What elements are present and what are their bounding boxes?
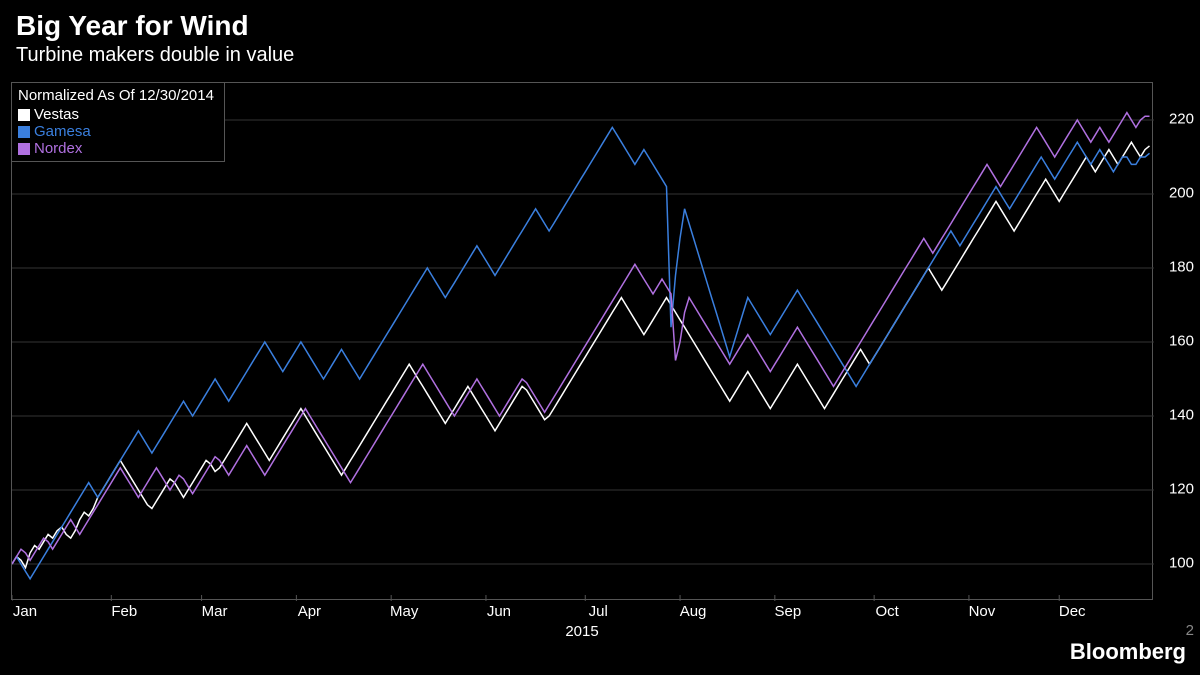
legend-swatch: [18, 126, 30, 138]
legend-item: Nordex: [18, 140, 214, 157]
x-tick-label: Apr: [298, 603, 321, 620]
y-tick-label: 160: [1169, 333, 1194, 350]
x-axis-year: 2015: [11, 623, 1153, 640]
page-number: 2: [1186, 622, 1194, 639]
chart-header: Big Year for Wind Turbine makers double …: [0, 0, 1200, 71]
y-tick-label: 140: [1169, 407, 1194, 424]
x-tick-label: Jan: [13, 603, 37, 620]
x-tick-label: Feb: [111, 603, 137, 620]
legend-item: Gamesa: [18, 123, 214, 140]
x-tick-label: Nov: [969, 603, 996, 620]
x-tick-label: Jul: [589, 603, 608, 620]
legend-normalized-label: Normalized As Of 12/30/2014: [18, 87, 214, 104]
y-tick-label: 220: [1169, 111, 1194, 128]
attribution: Bloomberg: [1070, 639, 1186, 665]
legend-label: Nordex: [34, 140, 82, 157]
legend: Normalized As Of 12/30/2014 VestasGamesa…: [11, 82, 225, 162]
x-tick-label: May: [390, 603, 418, 620]
x-tick-label: Mar: [202, 603, 228, 620]
y-tick-label: 200: [1169, 185, 1194, 202]
y-tick-label: 120: [1169, 481, 1194, 498]
legend-label: Gamesa: [34, 123, 91, 140]
x-tick-label: Aug: [680, 603, 707, 620]
x-tick-label: Jun: [487, 603, 511, 620]
legend-swatch: [18, 143, 30, 155]
y-tick-label: 100: [1169, 555, 1194, 572]
x-tick-label: Sep: [774, 603, 801, 620]
legend-item: Vestas: [18, 106, 214, 123]
series-vestas: [12, 142, 1150, 568]
legend-label: Vestas: [34, 106, 79, 123]
chart-title: Big Year for Wind: [16, 10, 1184, 42]
legend-swatch: [18, 109, 30, 121]
x-tick-label: Dec: [1059, 603, 1086, 620]
y-axis: 100 120 140 160 180 200 220: [1154, 82, 1194, 600]
x-tick-label: Oct: [875, 603, 898, 620]
chart-subtitle: Turbine makers double in value: [16, 44, 1184, 67]
x-axis: Jan Feb Mar Apr May Jun Jul Aug Sep Oct Nov Dec: [11, 603, 1153, 623]
y-tick-label: 180: [1169, 259, 1194, 276]
